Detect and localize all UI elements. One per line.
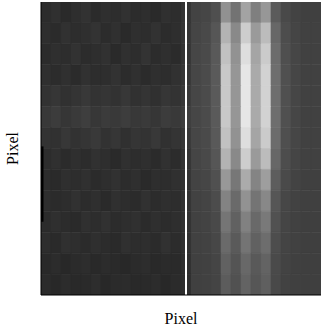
svg-text:Pixel: Pixel: [4, 132, 21, 165]
svg-text:Pixel: Pixel: [165, 310, 198, 327]
